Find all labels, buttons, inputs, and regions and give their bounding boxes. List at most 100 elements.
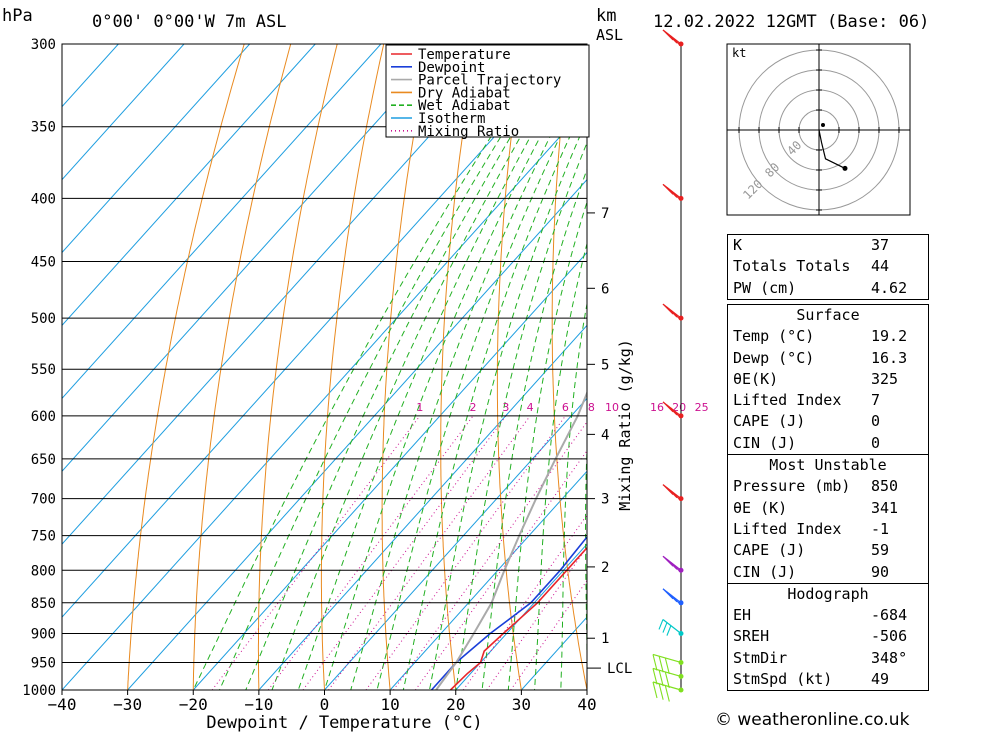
isotherm-line bbox=[62, 44, 382, 400]
wet-adiabat-line bbox=[271, 44, 576, 690]
dry-adiabat-line bbox=[496, 44, 524, 690]
x-axis-label: Dewpoint / Temperature (°C) bbox=[206, 713, 482, 733]
hodograph-end-marker bbox=[842, 165, 848, 171]
basic-indices-table: K 37 Totals Totals 44 PW (cm) 4.62 bbox=[727, 234, 929, 300]
x-tick-label: 10 bbox=[380, 695, 399, 714]
legend-label: Temperature bbox=[418, 47, 511, 63]
pressure-tick-label: 800 bbox=[31, 563, 56, 579]
lcl-label: LCL bbox=[607, 661, 632, 677]
wet-adiabat-line bbox=[429, 118, 587, 690]
hodo-row: StmSpd (kt) 49 bbox=[733, 670, 890, 689]
mixing-ratio-label: 4 bbox=[527, 401, 534, 414]
hodograph-title: Hodograph bbox=[728, 582, 928, 605]
index-row-k: K 37 bbox=[733, 236, 890, 254]
dry-adiabat-line bbox=[257, 44, 338, 690]
km-label: km bbox=[596, 6, 617, 26]
mixing-ratio-label: 3 bbox=[502, 401, 509, 414]
x-tick-label: 20 bbox=[446, 695, 465, 714]
legend-label: Wet Adiabat bbox=[418, 98, 511, 114]
surface-row: θE(K) 325 bbox=[733, 369, 899, 388]
credit-link[interactable]: © weatheronline.co.uk bbox=[715, 710, 910, 730]
datetime-label: 12.02.2022 12GMT (Base: 06) bbox=[653, 12, 930, 32]
legend-label: Dry Adiabat bbox=[418, 85, 511, 101]
hodo-row: SREH -506 bbox=[733, 627, 908, 646]
pressure-tick-label: 450 bbox=[31, 255, 56, 271]
surface-row: Lifted Index 7 bbox=[733, 391, 881, 410]
isotherm-line bbox=[324, 397, 587, 690]
wind-barb bbox=[658, 618, 684, 636]
pressure-tick-label: 850 bbox=[31, 596, 56, 612]
index-row-pw: PW (cm) 4.62 bbox=[733, 278, 908, 297]
isotherm-line bbox=[62, 44, 251, 254]
mixing-ratio-label: 1 bbox=[416, 401, 423, 414]
wind-barb bbox=[662, 183, 684, 201]
surface-row: Dewp (°C) 16.3 bbox=[733, 348, 908, 367]
km-tick-label: 3 bbox=[601, 492, 609, 508]
x-tick-label: 30 bbox=[512, 695, 531, 714]
legend-label: Dewpoint bbox=[418, 60, 485, 76]
x-tick-label: −30 bbox=[113, 695, 142, 714]
isotherm-line bbox=[62, 44, 579, 618]
surface-row: Temp (°C) 19.2 bbox=[733, 327, 908, 346]
isotherm-line bbox=[62, 44, 316, 327]
km-tick-label: 1 bbox=[601, 631, 609, 647]
mixing-ratio-axis-label: Mixing Ratio (g/kg) bbox=[616, 339, 634, 511]
mixing-ratio-line bbox=[510, 579, 587, 690]
legend-label: Isotherm bbox=[418, 111, 485, 127]
storm-motion-marker bbox=[821, 123, 825, 127]
km-tick-label: 4 bbox=[601, 427, 609, 443]
dry-adiabat-line bbox=[988, 44, 1000, 690]
index-row-totals: Totals Totals 44 bbox=[733, 257, 890, 276]
surface-title: Surface bbox=[796, 306, 860, 324]
isotherm-line bbox=[258, 324, 587, 690]
wet-adiabat-line bbox=[376, 80, 587, 690]
mixing-ratio-line bbox=[365, 415, 566, 690]
pressure-tick-label: 300 bbox=[31, 37, 56, 53]
most-unstable-title: Most Unstable bbox=[728, 454, 928, 476]
pressure-tick-label: 600 bbox=[31, 409, 56, 425]
mixing-ratio-label: 10 bbox=[605, 401, 619, 414]
dry-adiabat-line bbox=[942, 44, 1000, 690]
wind-barb bbox=[662, 29, 684, 47]
mixing-ratio-line bbox=[415, 449, 587, 690]
location-label: 0°00' 0°00'W 7m ASL bbox=[92, 12, 287, 32]
wind-barb bbox=[662, 555, 684, 573]
isotherm-line bbox=[62, 44, 119, 108]
isotherm-line bbox=[62, 44, 447, 472]
pressure-tick-label: 900 bbox=[31, 626, 56, 642]
wind-barb bbox=[652, 681, 684, 702]
wet-adiabat-line bbox=[534, 241, 587, 690]
pressure-tick-label: 350 bbox=[31, 120, 56, 136]
mixing-ratio-label: 25 bbox=[695, 401, 709, 414]
isotherm-line bbox=[62, 44, 185, 181]
dry-adiabat-line bbox=[381, 44, 431, 690]
mixing-ratio-line bbox=[328, 415, 531, 690]
x-tick-label: 0 bbox=[320, 695, 330, 714]
hodograph-trace bbox=[818, 129, 846, 169]
isotherm-line bbox=[455, 543, 587, 690]
surface-table: Surface Temp (°C) 19.2 Dewp (°C) 16.3 θE(K… bbox=[727, 304, 929, 692]
wet-adiabat-line bbox=[455, 141, 587, 690]
isotherm-line bbox=[389, 470, 587, 690]
dry-adiabat-line bbox=[127, 44, 245, 690]
asl-label: ASL bbox=[596, 26, 624, 44]
km-tick-label: 5 bbox=[601, 357, 609, 373]
dewpoint-series bbox=[430, 316, 587, 690]
hodograph-unit-label: kt bbox=[732, 46, 746, 60]
mixing-ratio-label: 6 bbox=[562, 401, 569, 414]
pressure-tick-label: 550 bbox=[31, 362, 56, 378]
isotherm-line bbox=[192, 251, 587, 690]
hodo-row: StmDir 348° bbox=[733, 648, 908, 667]
hpa-label: hPa bbox=[2, 6, 33, 26]
legend-label: Mixing Ratio bbox=[418, 124, 519, 140]
pressure-tick-label: 950 bbox=[31, 655, 56, 671]
mu-row: Pressure (mb) 850 bbox=[733, 477, 899, 496]
wet-adiabat-line bbox=[350, 64, 587, 690]
km-tick-label: 2 bbox=[601, 560, 609, 576]
parcel-trajectory-series bbox=[435, 390, 587, 690]
pressure-tick-label: 750 bbox=[31, 529, 56, 545]
mixing-ratio-label: 2 bbox=[470, 401, 477, 414]
mixing-ratio-label: 8 bbox=[588, 401, 595, 414]
